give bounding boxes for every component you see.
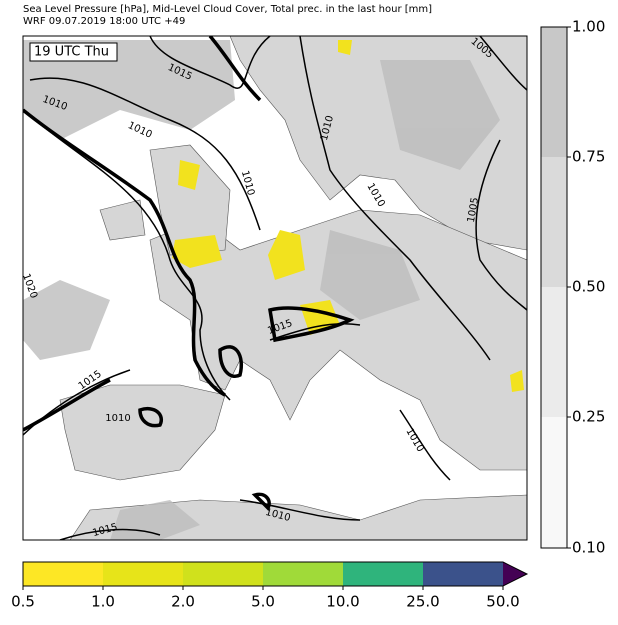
precip-tick-label: 0.5 (11, 593, 35, 611)
precip-tick-label: 50.0 (486, 593, 519, 611)
cloud-tick-label: 0.10 (572, 539, 605, 557)
map-frame (22, 35, 528, 541)
cloud-tick-label: 0.25 (572, 408, 605, 426)
isobar-label: 1010 (105, 413, 130, 424)
precip-tick-label: 25.0 (406, 593, 439, 611)
title-line2: WRF 09.07.2019 18:00 UTC +49 (23, 16, 185, 27)
cloud-tick-label: 1.00 (572, 18, 605, 36)
isobar-label: 1005 (466, 197, 481, 224)
time-label: 19 UTC Thu (34, 45, 109, 60)
cloud-tick-label: 0.50 (572, 278, 605, 296)
title-line1: Sea Level Pressure [hPa], Mid-Level Clou… (23, 4, 432, 15)
precip-colorbar (22, 561, 529, 587)
time-box (29, 42, 118, 62)
cloud-tick-label: 0.75 (572, 148, 605, 166)
precip-tick-label: 2.0 (171, 593, 195, 611)
precip-tick-label: 10.0 (326, 593, 359, 611)
precip-tick-label: 5.0 (251, 593, 275, 611)
precip-tick-label: 1.0 (91, 593, 115, 611)
cloud-colorbar (540, 26, 568, 549)
map-body (23, 36, 527, 540)
